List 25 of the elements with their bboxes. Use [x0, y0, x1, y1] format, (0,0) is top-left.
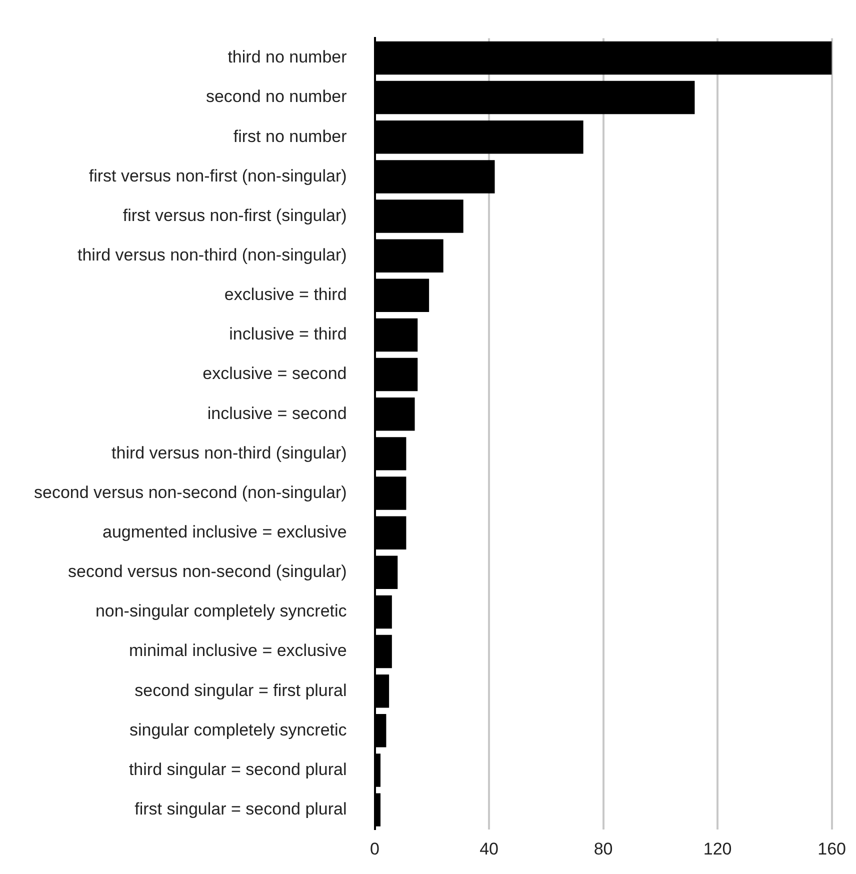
- y-tick-label: first singular = second plural: [134, 800, 347, 819]
- x-tick-label: 120: [703, 839, 732, 858]
- y-tick-label: third no number: [228, 48, 348, 67]
- y-tick-label: second versus non-second (singular): [68, 562, 347, 582]
- y-tick-label: third singular = second plural: [128, 760, 347, 779]
- y-tick-label: minimal inclusive = exclusive: [129, 641, 347, 660]
- y-tick-label: third versus non-third (non-singular): [77, 246, 347, 265]
- y-tick-label: singular completely syncretic: [129, 720, 348, 740]
- y-tick-label: third versus non-third (singular): [112, 443, 347, 462]
- y-tick-label: exclusive = third: [224, 285, 347, 304]
- x-tick-label: 80: [594, 839, 613, 858]
- y-tick-label: exclusive = second: [202, 364, 347, 384]
- y-tick-label: inclusive = second: [207, 404, 347, 423]
- x-tick-label: 40: [480, 839, 498, 858]
- y-tick-label: second singular = first plural: [134, 680, 347, 700]
- x-tick-label: 160: [818, 839, 846, 858]
- y-tick-label: second versus non-second (non-singular): [34, 482, 347, 502]
- y-tick-label: second no number: [206, 87, 348, 106]
- x-tick-label: 0: [370, 839, 380, 858]
- y-tick-label: first versus non-first (non-singular): [88, 166, 347, 186]
- y-tick-label: augmented inclusive = exclusive: [102, 522, 347, 542]
- y-tick-label: first no number: [233, 126, 348, 146]
- y-tick-label: non-singular completely syncretic: [95, 602, 348, 621]
- y-tick-label: first versus non-first (singular): [122, 206, 347, 225]
- y-tick-label: inclusive = third: [229, 324, 347, 344]
